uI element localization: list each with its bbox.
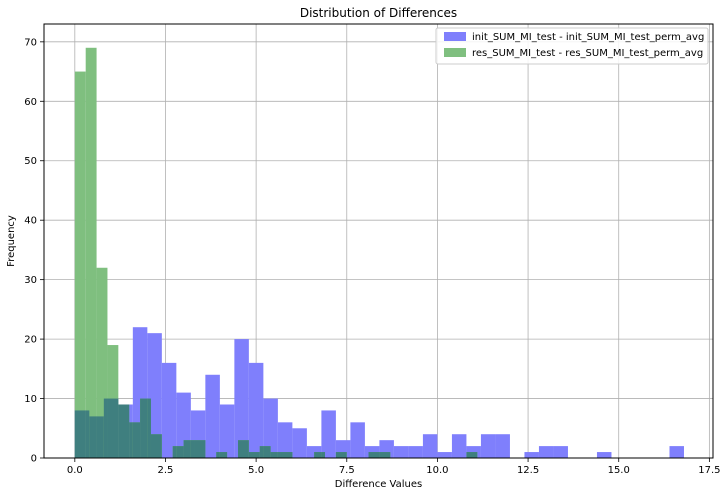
x-axis-title: Difference Values [335,479,422,490]
histogram-bar-init [495,434,510,458]
histogram-bar-overlap [219,452,228,458]
histogram-bar-init [393,446,409,458]
x-axis-ticks: 0.0 2.5 5.0 7.5 10.0 12.5 15.0 17.5 [67,458,721,476]
x-tick-label: 7.5 [339,465,355,476]
y-axis-ticks: 0 10 20 30 40 50 60 70 [24,37,44,465]
histogram-bar-overlap [183,440,191,458]
histogram-bar-init [596,452,612,458]
histogram-bar-init [219,404,235,458]
legend: init_SUM_MI_test - init_SUM_MI_test_perm… [435,27,709,65]
y-tick-label: 0 [31,454,37,465]
histogram-bar-overlap [107,398,119,458]
histogram-bar-overlap [466,452,478,458]
legend-box [435,27,709,65]
y-tick-label: 20 [24,335,37,346]
histogram-bar-init [422,434,438,458]
histogram-bar-overlap [103,398,108,458]
histogram-bar-init [306,446,322,458]
histogram-bar-overlap [85,410,90,458]
histogram-bar-overlap [96,416,104,458]
histogram-bar-overlap [281,452,293,458]
histogram-bar-overlap [172,446,177,458]
y-tick-label: 40 [24,216,37,227]
histogram-bar-overlap [259,446,264,458]
histogram-bar-init [321,410,336,458]
histogram-bar-init [408,446,423,458]
histogram-bar-overlap [132,422,141,458]
y-tick-label: 30 [24,275,37,286]
histogram-bar-overlap [176,446,184,458]
histogram-bar-overlap [248,452,260,458]
histogram-bar-overlap [194,440,206,458]
y-tick-label: 50 [24,156,37,167]
histogram-bar-init [480,434,496,458]
histogram-bar-init [161,362,177,458]
x-tick-label: 10.0 [426,465,448,476]
x-tick-label: 2.5 [158,465,174,476]
histogram-bar-init [437,452,452,458]
histogram-bar-res [74,71,86,458]
histogram-bar-overlap [118,404,130,458]
histogram-bar-init [524,452,539,458]
histogram-bar-init [277,422,293,458]
legend-label-init: init_SUM_MI_test - init_SUM_MI_test_perm… [472,32,704,43]
histogram-bar-init [205,374,220,458]
overlap-bars [74,398,478,458]
histogram-bar-res [85,47,97,458]
y-tick-label: 10 [24,394,37,405]
legend-swatch-res [444,48,466,57]
histogram-bar-init [292,428,307,458]
y-tick-label: 70 [24,37,37,48]
histogram-bar-overlap [314,452,322,458]
histogram-bar-overlap [270,452,278,458]
histogram-bar-init [350,422,365,458]
histogram-bar-overlap [263,446,271,458]
histogram-bar-overlap [335,452,347,458]
histogram-bar-res [96,267,108,458]
histogram-bar-overlap [129,422,133,458]
histogram-bar-overlap [379,452,391,458]
histogram-bar-overlap [216,452,220,458]
plot-frame [43,23,714,459]
x-tick-label: 0.0 [67,465,83,476]
histogram-bar-overlap [89,416,97,458]
legend-label-res: res_SUM_MI_test - res_SUM_MI_test_perm_a… [472,48,703,59]
histogram-bar-overlap [150,434,162,458]
histogram-bar-init [263,398,278,458]
histogram-bar-init [248,362,264,458]
chart-title: Distribution of Differences [300,6,457,20]
histogram-bar-overlap [74,410,86,458]
x-tick-label: 12.5 [517,465,539,476]
histogram-bar-overlap [368,452,380,458]
histogram-bar-init [451,434,467,458]
x-tick-label: 15.0 [608,465,630,476]
histogram-bar-init [553,446,568,458]
histogram-bar-overlap [277,452,282,458]
histogram-bar-overlap [140,398,148,458]
histogram-bar-overlap [237,440,249,458]
y-tick-label: 60 [24,97,37,108]
histogram-bar-init [234,339,249,458]
x-tick-label: 17.5 [698,465,720,476]
histogram-bar-overlap [190,440,195,458]
legend-swatch-init [444,32,466,41]
histogram-bar-overlap [321,452,326,458]
histogram-bar-overlap [147,398,151,458]
x-tick-label: 5.0 [248,465,264,476]
histogram-bar-init [669,446,684,458]
histogram-bar-init [538,446,554,458]
y-axis-title: Frequency [6,215,17,267]
